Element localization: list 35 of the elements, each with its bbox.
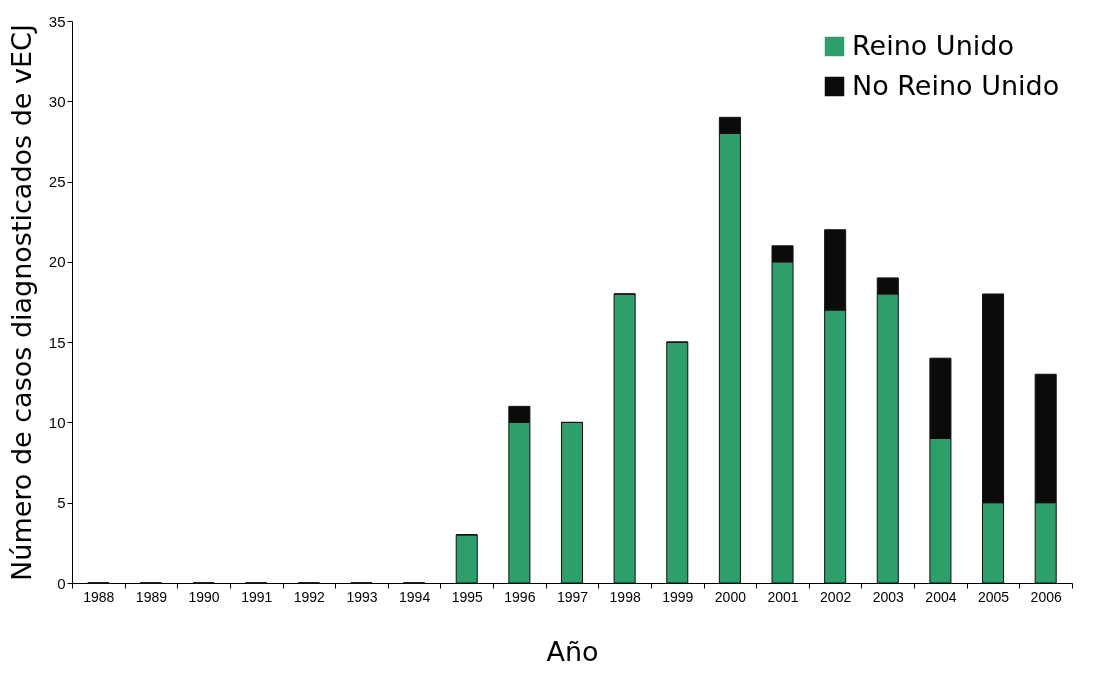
legend-label: Reino Unido (852, 29, 1014, 61)
x-tick-label: 1998 (609, 588, 641, 605)
x-tick-label: 1988 (83, 588, 115, 605)
x-tick-label: 1991 (241, 588, 273, 605)
x-tick-label: 1992 (293, 588, 326, 605)
y-tick-label: 15 (48, 333, 66, 351)
legend-label: No Reino Unido (852, 69, 1060, 101)
bar (455, 534, 478, 584)
bar (560, 421, 584, 584)
y-tick-label: 35 (48, 12, 66, 30)
bar (666, 341, 689, 584)
bar (613, 293, 636, 584)
x-tick-label: 1997 (556, 588, 589, 605)
x-tick-label: 2004 (925, 588, 957, 605)
x-tick-label: 2003 (872, 588, 905, 605)
y-tick-label: 25 (48, 173, 66, 191)
x-tick-label: 2005 (977, 588, 1010, 605)
x-tick-label: 1989 (135, 588, 168, 605)
x-tick-label: 2002 (820, 588, 852, 605)
y-tick-label: 20 (48, 253, 66, 271)
x-tick-label: 1993 (346, 588, 378, 605)
x-tick-label: 1995 (451, 588, 484, 605)
y-axis-title: Número de casos diagnosticados de vECJ (5, 24, 37, 581)
x-tick-label: 1990 (188, 588, 220, 605)
y-tick-label: 0 (57, 574, 66, 592)
x-tick-label: 2006 (1030, 588, 1062, 605)
x-tick-label: 1996 (504, 588, 536, 605)
x-tick-label: 2001 (767, 588, 799, 605)
y-tick-label: 10 (48, 413, 66, 431)
y-tick-label: 5 (57, 494, 66, 512)
x-tick-label: 1994 (399, 588, 431, 605)
x-tick-label: 1999 (662, 588, 694, 605)
y-tick-label: 30 (48, 92, 66, 110)
x-axis-title: Año (546, 635, 599, 667)
x-tick-label: 2000 (714, 588, 747, 605)
